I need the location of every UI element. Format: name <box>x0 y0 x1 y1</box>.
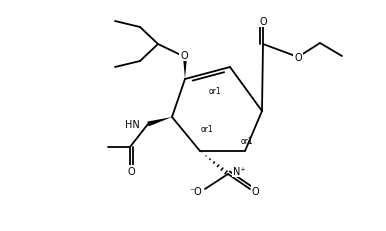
Text: O: O <box>180 51 188 61</box>
Text: or1: or1 <box>201 125 213 134</box>
Text: or1: or1 <box>241 137 253 146</box>
Polygon shape <box>147 118 172 127</box>
Text: N⁺: N⁺ <box>233 166 245 176</box>
Text: HN: HN <box>125 119 140 129</box>
Text: O: O <box>252 186 260 196</box>
Text: ⁻O: ⁻O <box>189 186 202 196</box>
Polygon shape <box>183 58 187 80</box>
Text: O: O <box>294 53 302 63</box>
Text: or1: or1 <box>209 87 221 96</box>
Text: O: O <box>259 17 267 27</box>
Text: O: O <box>127 166 135 176</box>
